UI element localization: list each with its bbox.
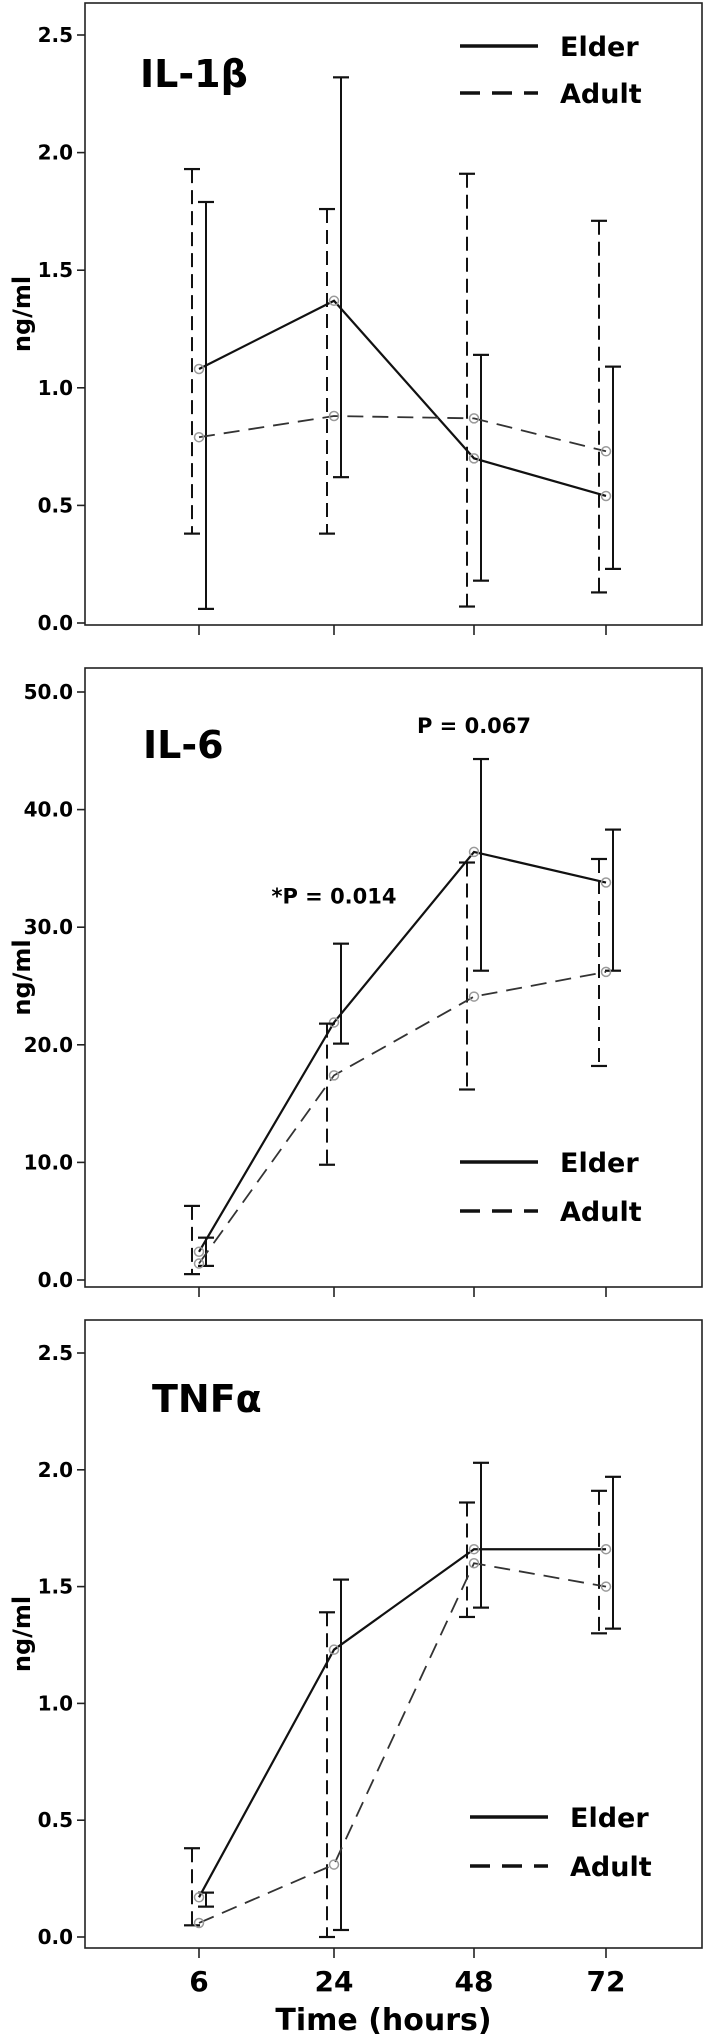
data-point	[600, 1581, 612, 1592]
y-tick-label: 0.0	[38, 1268, 73, 1292]
x-axis-label: Time (hours)	[275, 2003, 491, 2038]
data-point	[468, 1557, 480, 1569]
y-tick-label: 2.5	[38, 1341, 73, 1365]
data-point	[193, 363, 205, 375]
data-point	[193, 431, 205, 443]
y-tick-label: 20.0	[24, 1033, 73, 1057]
data-point	[193, 1917, 205, 1929]
data-point	[193, 1892, 205, 1903]
series-line	[198, 1548, 606, 1898]
x-tick-label: 24	[315, 1965, 354, 1998]
data-point	[328, 295, 340, 307]
y-tick-label: 40.0	[24, 798, 73, 822]
legend-label: Adult	[560, 79, 642, 110]
series-line	[198, 415, 607, 453]
data-point	[600, 446, 612, 457]
legend-label: Elder	[560, 32, 639, 63]
data-point	[193, 1258, 205, 1269]
legend: Elder Adult	[470, 1803, 652, 1883]
legend-label: Adult	[570, 1852, 652, 1883]
y-tick-label: 1.0	[38, 376, 73, 400]
data-point	[468, 453, 480, 464]
y-tick-label: 0.5	[38, 1808, 73, 1832]
plot-frame	[84, 1319, 703, 1949]
y-tick-label: 2.0	[38, 141, 73, 165]
data-point	[328, 1017, 340, 1028]
panel-2: 0.0 10.0 20.0 30.0 40.0 50.0 ng/ml IL-6 *P = 0.0…	[8, 667, 703, 1297]
series-line	[198, 850, 607, 1253]
data-point	[328, 1859, 340, 1870]
y-tick-label: 50.0	[24, 680, 73, 704]
series-adult	[184, 167, 612, 608]
y-tick-label: 10.0	[24, 1150, 73, 1174]
p-value-annotation: *P = 0.014	[271, 885, 396, 909]
panel-title: IL-6	[143, 723, 224, 767]
y-tick-label: 2.5	[38, 23, 73, 47]
series-line	[198, 299, 607, 498]
y-tick-label: 0.0	[38, 611, 73, 635]
legend-label: Elder	[570, 1803, 649, 1834]
data-point	[193, 1246, 205, 1258]
y-tick-label: 1.5	[38, 258, 73, 282]
y-tick-label: 1.5	[38, 1575, 73, 1599]
series-adult	[184, 1489, 612, 1939]
data-point	[468, 991, 480, 1002]
x-tick-label: 48	[455, 1965, 494, 1998]
panel-1: 0.0 0.5 1.0 1.5 2.0 2.5 ng/ml IL-1β Elder Adult	[8, 2, 703, 635]
data-point	[600, 877, 612, 888]
data-point	[328, 410, 340, 422]
series-line	[198, 971, 607, 1265]
data-point	[600, 966, 612, 978]
p-value-annotation: P = 0.067	[417, 714, 531, 738]
panel-title: IL-1β	[140, 52, 248, 96]
series-elder	[193, 76, 621, 610]
series-adult	[184, 857, 612, 1276]
data-point	[600, 1543, 612, 1555]
legend-label: Elder	[560, 1148, 639, 1179]
y-tick-label: 0.0	[38, 1925, 73, 1949]
y-axis-label: ng/ml	[8, 276, 36, 352]
data-point	[468, 846, 480, 858]
y-tick-label: 0.5	[38, 493, 73, 517]
x-tick-label: 6	[189, 1965, 208, 1998]
panel-3: 0.0 0.5 1.0 1.5 2.0 2.5 ng/ml TNFα Elder Adult 6 24…	[8, 1319, 703, 2038]
series-elder	[193, 1461, 621, 1932]
y-tick-label: 2.0	[38, 1458, 73, 1482]
legend: Elder Adult	[460, 1148, 642, 1228]
y-axis-label: ng/ml	[8, 939, 36, 1015]
x-tick-label: 72	[587, 1965, 626, 1998]
data-point	[468, 413, 480, 424]
y-axis-label: ng/ml	[8, 1596, 36, 1672]
series-line	[198, 1562, 607, 1924]
data-point	[328, 1070, 340, 1081]
data-point	[600, 490, 612, 502]
plot-frame	[84, 667, 703, 1288]
panel-title: TNFα	[152, 1377, 262, 1421]
series-elder	[193, 757, 621, 1267]
y-tick-label: 1.0	[38, 1691, 73, 1715]
y-tick-label: 30.0	[24, 915, 73, 939]
legend: Elder Adult	[460, 32, 642, 110]
legend-label: Adult	[560, 1197, 642, 1228]
plot-frame	[84, 2, 703, 626]
data-point	[468, 1543, 480, 1555]
data-point	[328, 1644, 340, 1655]
